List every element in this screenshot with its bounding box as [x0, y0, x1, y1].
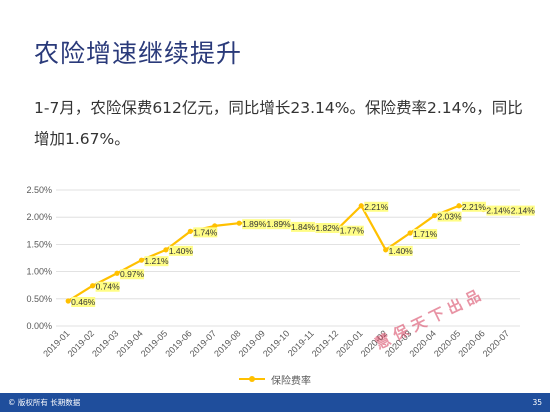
y-tick-label: 2.50%	[26, 185, 52, 195]
legend-series-label: 保险费率	[271, 375, 311, 387]
footer-copyright: © 版权所有 长期数据	[8, 398, 81, 407]
y-tick-label: 0.00%	[26, 321, 52, 331]
data-label-bg	[437, 211, 462, 222]
data-label-bg	[144, 256, 169, 267]
data-label-bg	[461, 201, 486, 212]
y-axis-ticks: 0.00% 0.50% 1.00% 1.50% 2.00% 2.50%	[26, 185, 52, 331]
data-point	[187, 228, 193, 234]
data-point	[236, 220, 242, 226]
page-number: 35	[532, 398, 542, 407]
data-point	[456, 203, 462, 209]
data-point	[90, 283, 96, 289]
data-label-bg	[388, 245, 413, 256]
data-label: 0.97%	[120, 269, 145, 279]
footer-bar: © 版权所有 长期数据 35	[0, 393, 550, 412]
data-label-bg	[339, 225, 364, 236]
data-label-bg	[413, 228, 438, 239]
data-label: 1.71%	[413, 229, 438, 239]
data-label: 0.74%	[96, 282, 121, 292]
data-point	[383, 247, 389, 253]
data-point	[163, 247, 169, 253]
data-label-bg	[242, 219, 267, 230]
y-tick-label: 1.00%	[26, 267, 52, 277]
data-label-bg	[510, 205, 535, 216]
data-label-bg	[486, 205, 511, 216]
data-label: 2.21%	[462, 202, 487, 212]
x-tick-label: 2020-07	[481, 328, 511, 358]
data-point	[407, 230, 413, 236]
y-tick-label: 1.50%	[26, 239, 52, 249]
data-label-bg	[71, 296, 96, 307]
chart-legend: 保险费率	[0, 372, 550, 387]
data-label: 2.14%	[511, 206, 536, 216]
data-label-bg	[291, 221, 315, 232]
x-axis-ticks: 2019-012019-022019-032019-042019-052019-…	[41, 328, 511, 358]
data-label: 1.89%	[267, 219, 292, 229]
data-point	[138, 257, 145, 263]
data-labels-layer: 0.46%0.74%0.97%1.21%1.40%1.74%1.89% 1.89%…	[71, 201, 536, 307]
data-label: 1.84%	[291, 222, 316, 232]
insurance-rate-line-chart: 0.00% 0.50% 1.00% 1.50% 2.00% 2.50% 2019-0120…	[26, 185, 536, 359]
x-tick-label: 2019-10	[261, 328, 291, 358]
data-label: 1.40%	[169, 246, 194, 256]
data-label: 1.21%	[144, 256, 169, 266]
legend-line-marker-icon	[239, 374, 265, 384]
data-label: 1.40%	[389, 246, 414, 256]
data-point	[431, 212, 438, 219]
data-label: 1.82%	[315, 223, 340, 233]
data-label: 2.03%	[437, 212, 462, 222]
data-point	[65, 298, 71, 304]
data-point	[358, 203, 364, 209]
data-label-bg	[364, 201, 389, 212]
data-label-bg	[193, 227, 218, 238]
data-label-bg	[266, 219, 291, 230]
slide-title: 农险增速继续提升	[34, 39, 243, 68]
data-point	[212, 223, 218, 229]
data-label-bg	[95, 281, 120, 292]
y-tick-label: 2.00%	[26, 212, 52, 222]
data-label: 0.46%	[71, 297, 96, 307]
data-label-bg	[315, 222, 340, 233]
data-label: 2.14%	[486, 206, 511, 216]
y-tick-label: 0.50%	[26, 294, 52, 304]
data-label: 1.74%	[193, 227, 218, 237]
data-point	[114, 270, 120, 276]
data-label: 1.89%	[242, 219, 267, 229]
slide-body-text: 1-7月，农险保费612亿元，同比增长23.14%。保险费率2.14%，同比增加…	[34, 99, 523, 148]
data-label-bg	[168, 245, 193, 256]
data-label: 1.77%	[340, 226, 365, 236]
data-label: 2.21%	[364, 202, 389, 212]
data-label-bg	[120, 269, 145, 280]
